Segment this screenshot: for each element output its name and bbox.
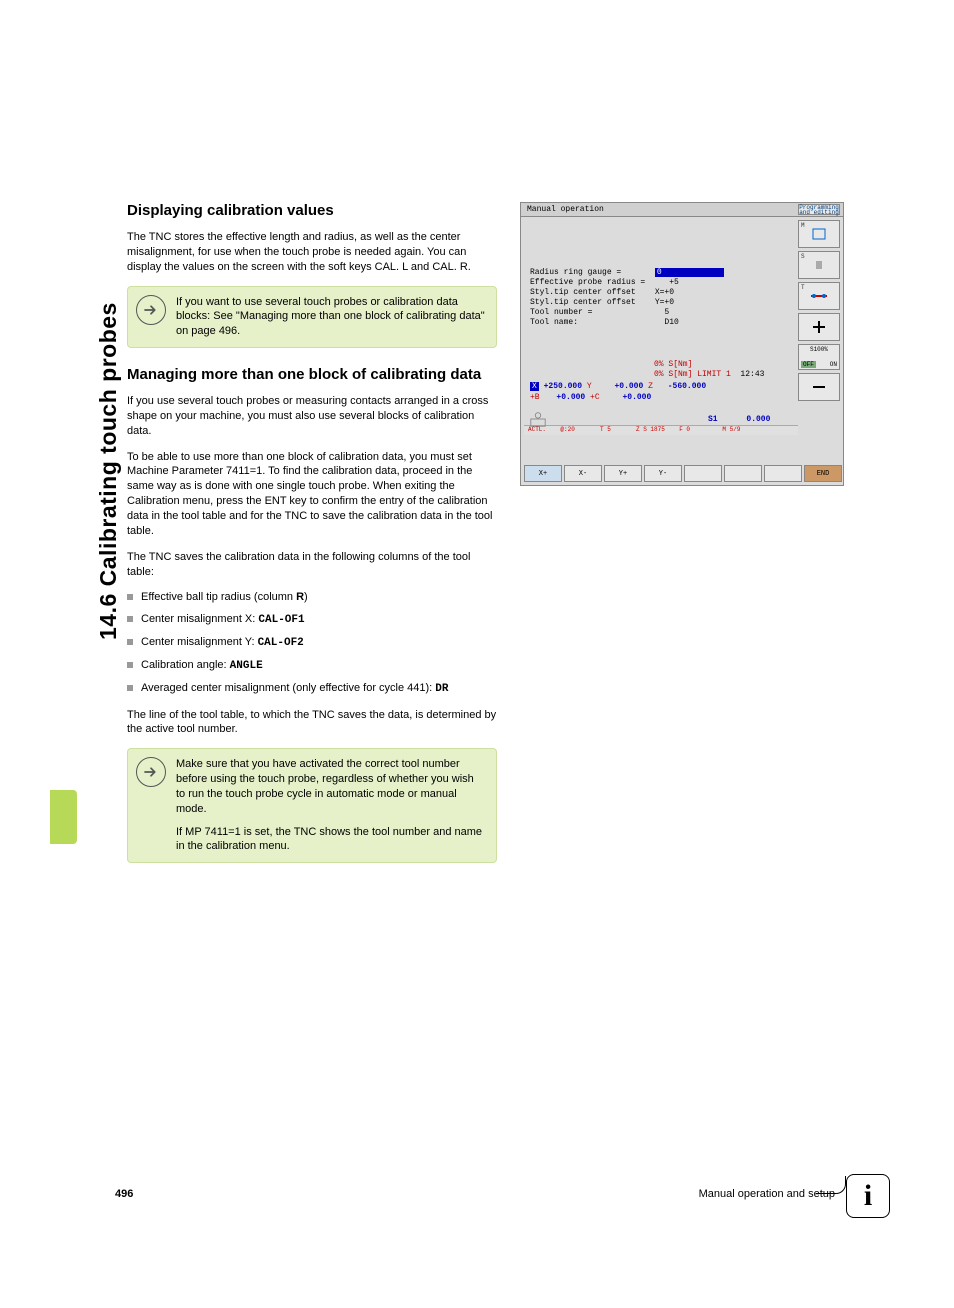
- softkey-empty[interactable]: [724, 465, 762, 482]
- softkey-end[interactable]: END: [804, 465, 842, 482]
- para-managing-3: The TNC saves the calibration data in th…: [127, 550, 497, 580]
- scr-line-1: Radius ring gauge = 0: [530, 268, 724, 277]
- note-1-text: If you want to use several touch probes …: [176, 295, 486, 340]
- note-2a-text: Make sure that you have activated the co…: [176, 757, 486, 816]
- scr-s-line: S1 0.000: [708, 415, 770, 424]
- page-footer: 496 Manual operation and setup: [115, 1188, 835, 1200]
- scr-line-5: Tool number = 5: [530, 308, 669, 317]
- softkey-yplus[interactable]: Y+: [604, 465, 642, 482]
- datum-icon: [528, 410, 548, 428]
- chapter-tab-marker: [50, 790, 77, 844]
- list-item: Calibration angle: ANGLE: [127, 658, 497, 674]
- scr-mode-indicator: Programming and editing: [798, 204, 840, 215]
- scr-axis-b: +B +0.000 +C +0.000: [530, 393, 651, 402]
- list-item: Center misalignment Y: CAL-OF2: [127, 635, 497, 651]
- list-item: Center misalignment X: CAL-OF1: [127, 612, 497, 628]
- info-icon: i: [846, 1174, 890, 1218]
- side-btn-plus[interactable]: [798, 313, 840, 341]
- softkey-xplus[interactable]: X+: [524, 465, 562, 482]
- page-number: 496: [115, 1188, 133, 1200]
- scr-side-buttons: M S T S100% OFF ON: [798, 220, 840, 464]
- list-item: Averaged center misalignment (only effec…: [127, 681, 497, 697]
- softkey-empty[interactable]: [684, 465, 722, 482]
- scr-line-3: Styl.tip center offset X=+0: [530, 288, 674, 297]
- scr-line-4: Styl.tip center offset Y=+0: [530, 298, 674, 307]
- heading-displaying: Displaying calibration values: [127, 202, 497, 219]
- scr-status-1: 0% S[Nm]: [654, 360, 692, 369]
- scr-titlebar: Manual operation Programming and editing: [521, 203, 843, 217]
- arrow-icon: [136, 757, 166, 787]
- scr-line-2: Effective probe radius = +5: [530, 278, 679, 287]
- softkey-xminus[interactable]: X-: [564, 465, 602, 482]
- note-box-1: If you want to use several touch probes …: [127, 286, 497, 349]
- footer-corner-line: [816, 1176, 846, 1194]
- para-managing-4: The line of the tool table, to which the…: [127, 708, 497, 738]
- side-btn-s[interactable]: S: [798, 251, 840, 279]
- scr-softkey-row: X+ X- Y+ Y- END: [524, 465, 842, 482]
- softkey-empty[interactable]: [764, 465, 802, 482]
- side-btn-minus[interactable]: [798, 373, 840, 401]
- section-side-title: 14.6 Calibrating touch probes: [95, 200, 125, 640]
- main-content: Displaying calibration values The TNC st…: [127, 202, 497, 881]
- side-btn-t[interactable]: T: [798, 282, 840, 310]
- note-box-2: Make sure that you have activated the co…: [127, 748, 497, 863]
- softkey-yminus[interactable]: Y-: [644, 465, 682, 482]
- para-displaying-1: The TNC stores the effective length and …: [127, 230, 497, 275]
- side-btn-s100[interactable]: S100% OFF ON: [798, 344, 840, 370]
- scr-axis-x: X +250.000 Y +0.000 Z -560.000: [530, 382, 706, 391]
- column-list: Effective ball tip radius (column R) Cen…: [127, 590, 497, 696]
- scr-main-area: Radius ring gauge = 0 Effective probe ra…: [524, 220, 798, 464]
- chapter-name: Manual operation and setup: [699, 1188, 835, 1200]
- tnc-screenshot: Manual operation Programming and editing…: [520, 202, 844, 486]
- scr-status-bar: ACTL. @:20 T 5 Z S 1875 F 0 M 5/9: [524, 425, 798, 435]
- para-managing-1: If you use several touch probes or measu…: [127, 394, 497, 439]
- list-item: Effective ball tip radius (column R): [127, 590, 497, 605]
- note-2b-text: If MP 7411=1 is set, the TNC shows the t…: [176, 825, 486, 855]
- scr-title: Manual operation: [521, 203, 843, 216]
- scr-line-6: Tool name: D10: [530, 318, 679, 327]
- arrow-icon: [136, 295, 166, 325]
- scr-status-2: 0% S[Nm] LIMIT 1 12:43: [654, 370, 764, 379]
- heading-managing: Managing more than one block of calibrat…: [127, 366, 497, 383]
- para-managing-2: To be able to use more than one block of…: [127, 450, 497, 539]
- side-btn-m[interactable]: M: [798, 220, 840, 248]
